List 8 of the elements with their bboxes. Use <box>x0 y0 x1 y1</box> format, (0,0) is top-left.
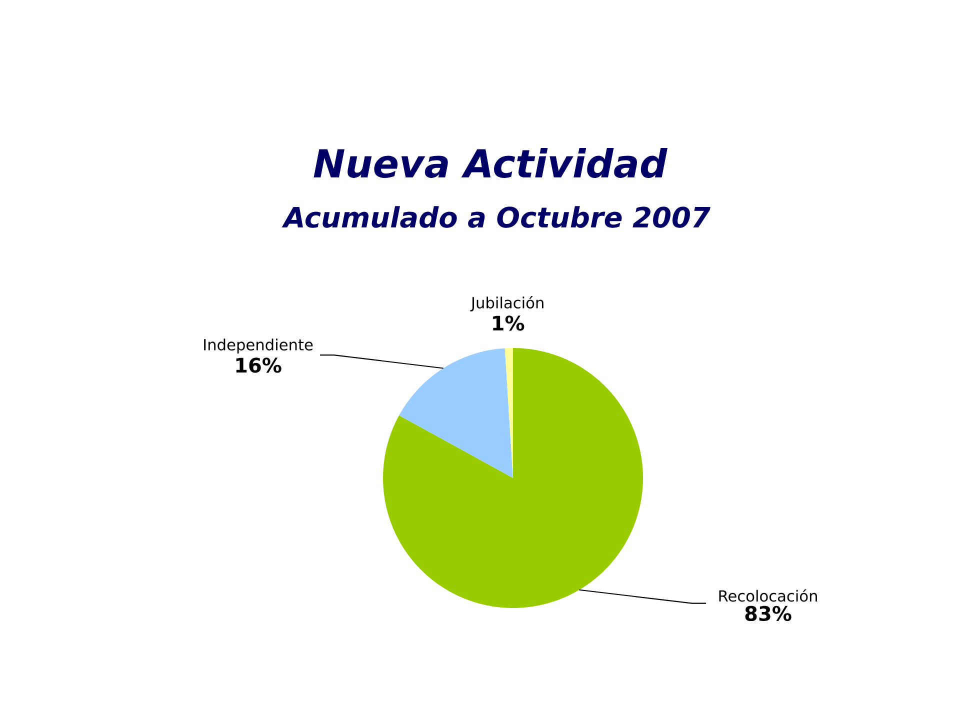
slice-label: Jubilación <box>470 296 544 312</box>
chart-title: Nueva Actividad <box>314 148 668 178</box>
data-label: 16% <box>236 358 282 373</box>
slice-label: Recolocación <box>719 589 817 602</box>
data-label: 1% <box>493 316 524 331</box>
slice-label: Independiente <box>204 338 313 354</box>
chart-subtitle: Acumulado a Octubre 2007 <box>282 206 710 228</box>
data-label: 83% <box>745 606 792 622</box>
